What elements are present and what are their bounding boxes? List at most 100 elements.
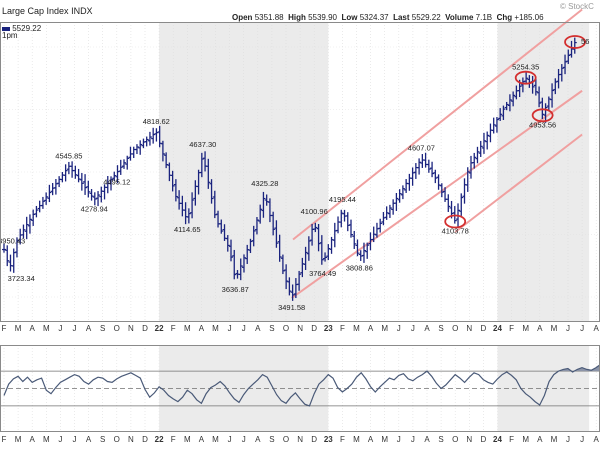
x-tick-label: N [128, 324, 134, 333]
ohlc-bar [86, 180, 91, 198]
x-tick-label: A [594, 435, 600, 444]
price-value-label: 3808.86 [346, 263, 373, 272]
x-tick-label: J [580, 324, 584, 333]
price-value-label: 4103.78 [442, 227, 469, 236]
ohlc-bar [118, 159, 123, 175]
ohlc-bar [323, 252, 328, 262]
price-value-label: 3491.58 [278, 303, 305, 312]
x-tick-label: F [509, 435, 514, 444]
ohlc-bar [394, 192, 399, 211]
ohlc-bar [426, 159, 431, 173]
price-value-label: 3764.49 [309, 269, 336, 278]
indicator-series-line [3, 363, 600, 407]
x-tick-label: M [212, 324, 219, 333]
x-tick-label: A [86, 324, 92, 333]
ohlc-bar [248, 238, 253, 254]
open-label: Open [232, 13, 253, 22]
year-shade-band [497, 345, 590, 432]
high-value: 5539.90 [308, 13, 337, 22]
price-value-label: 4195.44 [329, 195, 356, 204]
x-tick-label: A [30, 435, 36, 444]
ohlc-bar [125, 155, 130, 170]
highlight-circle [444, 214, 467, 229]
highlight-circle [531, 108, 554, 123]
ohlc-summary: Open 5351.88 High 5539.90 Low 5324.37 La… [232, 13, 544, 22]
price-value-label: 4607.07 [408, 144, 435, 153]
x-tick-label: F [2, 435, 7, 444]
x-tick-label: J [58, 435, 62, 444]
price-value-label: 4495.12 [103, 178, 130, 187]
x-tick-label: J [397, 435, 401, 444]
ohlc-bar [494, 117, 499, 133]
ohlc-bar [387, 204, 392, 218]
ohlc-bar [433, 169, 438, 184]
ohlc-bar [507, 94, 512, 112]
price-value-label: 4114.65 [174, 225, 201, 234]
price-value-label: 3723.34 [8, 274, 35, 283]
ohlc-bar [154, 128, 159, 142]
x-tick-label: F [340, 324, 345, 333]
ohlc-bar [170, 170, 175, 192]
ohlc-bar [459, 193, 464, 216]
ohlc-bar [151, 127, 156, 144]
ohlc-bar [261, 191, 266, 218]
x-tick-label: D [311, 324, 317, 333]
ohlc-bar [550, 83, 555, 108]
ohlc-bar [76, 168, 81, 183]
ohlc-bar [297, 270, 302, 291]
ohlc-bar [225, 235, 230, 252]
ohlc-bar [229, 239, 234, 262]
ticker-symbol: INDX [71, 6, 93, 16]
low-label: Low [341, 13, 358, 22]
ohlc-bar [316, 223, 321, 252]
x-tick-label: J [242, 435, 246, 444]
x-tick-label: J [580, 435, 584, 444]
ohlc-bar [303, 246, 308, 271]
x-tick-label: O [452, 435, 458, 444]
x-tick-label: J [228, 435, 232, 444]
x-tick-label: 23 [324, 324, 333, 333]
ohlc-bar [173, 179, 178, 202]
ohlc-bar [465, 167, 470, 192]
ohlc-bar [219, 219, 224, 234]
ohlc-bar [274, 220, 279, 248]
last-label: Last [393, 13, 410, 22]
x-tick-label: N [466, 324, 472, 333]
indicator-line [3, 363, 600, 407]
x-tick-label: A [368, 435, 374, 444]
x-tick-label: O [452, 324, 458, 333]
trend-channel-line [291, 89, 583, 299]
x-tick-label: S [269, 435, 274, 444]
x-tick-label: S [100, 324, 105, 333]
price-value-label: 3950.43 [0, 237, 25, 246]
x-tick-label: O [114, 435, 120, 444]
ohlc-bar [251, 225, 256, 247]
ohlc-bar [199, 152, 204, 178]
ohlc-bar [232, 249, 237, 280]
ohlc-bar [147, 131, 152, 146]
ohlc-bar [400, 185, 405, 200]
x-tick-label: M [522, 435, 529, 444]
x-tick-label: M [15, 324, 22, 333]
ohlc-bar [280, 254, 285, 275]
x-tick-label: N [466, 435, 472, 444]
ohlc-bar [138, 140, 143, 155]
ohlc-bar [14, 237, 19, 258]
x-tick-label: F [2, 324, 7, 333]
x-tick-label: A [255, 324, 261, 333]
x-tick-label: F [509, 324, 514, 333]
x-tick-label: J [73, 324, 77, 333]
x-tick-label: D [311, 435, 317, 444]
x-tick-label: A [199, 324, 205, 333]
price-value-label: 5254.35 [512, 63, 539, 72]
price-value-label: 56 [581, 37, 589, 46]
ohlc-bar [109, 176, 114, 191]
x-tick-label: D [481, 324, 487, 333]
price-value-label: 4818.62 [143, 117, 170, 126]
x-tick-label: A [424, 324, 430, 333]
ohlc-bar [287, 277, 292, 296]
ohlc-bar [160, 140, 165, 162]
x-tick-label: M [551, 324, 558, 333]
x-tick-label: N [128, 435, 134, 444]
ohlc-bar [537, 86, 542, 108]
